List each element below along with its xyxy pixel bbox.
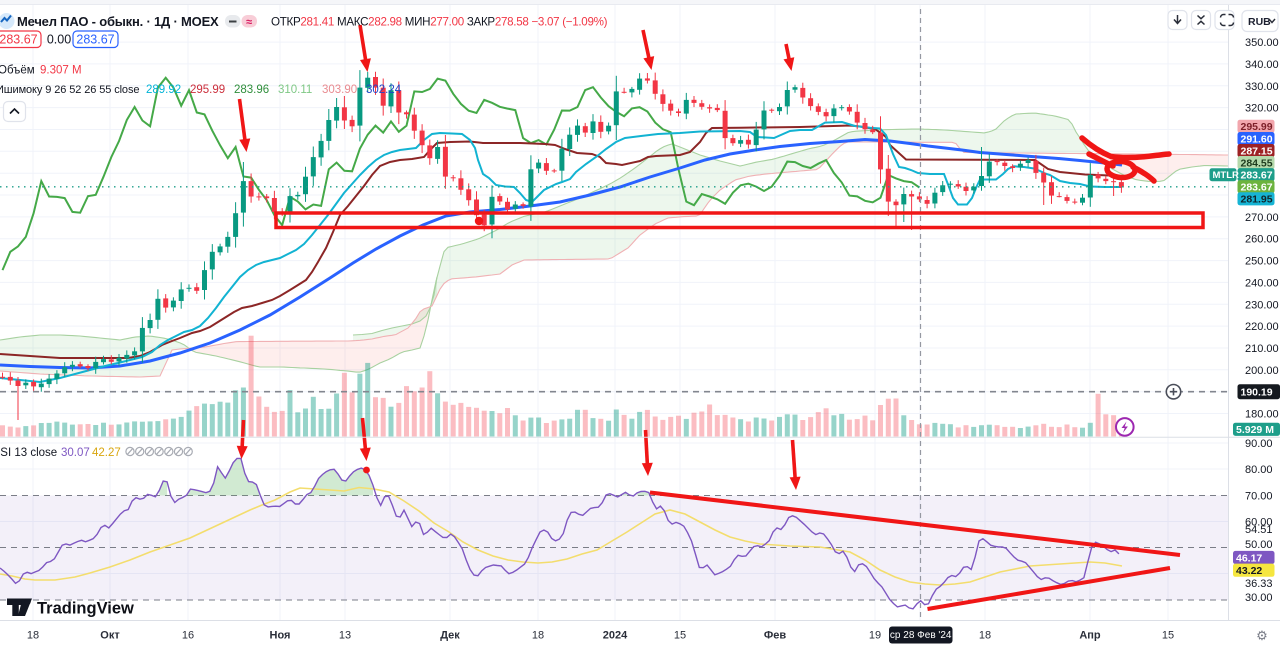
- svg-text:289.92: 289.92: [146, 84, 181, 96]
- svg-text:284.55: 284.55: [1241, 157, 1273, 169]
- svg-text:Объём: Объём: [0, 65, 35, 77]
- svg-text:Фев: Фев: [764, 630, 787, 642]
- svg-text:295.99: 295.99: [1241, 121, 1273, 133]
- svg-text:291.60: 291.60: [1241, 133, 1273, 145]
- svg-text:≈: ≈: [246, 17, 252, 29]
- svg-text:RSI 13 close: RSI 13 close: [0, 447, 57, 459]
- svg-text:2024: 2024: [603, 630, 628, 642]
- svg-text:18: 18: [979, 630, 991, 642]
- svg-text:320.00: 320.00: [1245, 103, 1279, 115]
- svg-text:200.00: 200.00: [1245, 365, 1279, 377]
- svg-text:16: 16: [182, 630, 194, 642]
- svg-text:283.67: 283.67: [1241, 182, 1273, 194]
- svg-text:42.27: 42.27: [92, 447, 121, 459]
- svg-text:50.00: 50.00: [1245, 539, 1273, 551]
- svg-text:15: 15: [1162, 630, 1174, 642]
- svg-text:46.17: 46.17: [1236, 552, 1262, 564]
- svg-text:281.95: 281.95: [1241, 194, 1273, 206]
- svg-text:Дек: Дек: [440, 630, 460, 642]
- svg-text:13: 13: [339, 630, 351, 642]
- svg-text:15: 15: [674, 630, 686, 642]
- svg-text:287.15: 287.15: [1241, 145, 1273, 157]
- svg-text:295.99: 295.99: [190, 84, 225, 96]
- svg-text:43.22: 43.22: [1236, 565, 1262, 577]
- svg-text:RUB: RUB: [1248, 16, 1271, 28]
- svg-text:TradingView: TradingView: [37, 600, 134, 618]
- svg-text:Апр: Апр: [1079, 630, 1101, 642]
- svg-text:19: 19: [869, 630, 881, 642]
- svg-text:250.00: 250.00: [1245, 256, 1279, 268]
- svg-text:0.00: 0.00: [47, 33, 71, 47]
- svg-text:302.24: 302.24: [366, 84, 402, 96]
- svg-text:Окт: Окт: [100, 630, 120, 642]
- svg-text:54.51: 54.51: [1245, 524, 1273, 536]
- svg-text:90.00: 90.00: [1245, 438, 1273, 450]
- svg-text:230.00: 230.00: [1245, 299, 1279, 311]
- svg-text:210.00: 210.00: [1245, 343, 1279, 355]
- svg-text:ср 28 Фев '24: ср 28 Фев '24: [890, 630, 952, 641]
- svg-text:240.00: 240.00: [1245, 277, 1279, 289]
- svg-text:283.67: 283.67: [76, 33, 114, 47]
- svg-text:Мечел ПАО - обыкн. · 1Д · MOEX: Мечел ПАО - обыкн. · 1Д · MOEX: [17, 14, 219, 29]
- svg-text:5.929 M: 5.929 M: [1236, 424, 1274, 436]
- svg-text:⚙: ⚙: [1256, 628, 1268, 643]
- svg-text:350.00: 350.00: [1245, 37, 1279, 49]
- svg-text:283.96: 283.96: [234, 84, 269, 96]
- svg-text:Ноя: Ноя: [270, 630, 291, 642]
- svg-text:220.00: 220.00: [1245, 321, 1279, 333]
- svg-text:9.307 M: 9.307 M: [40, 65, 82, 77]
- svg-text:30.00: 30.00: [1245, 592, 1273, 604]
- svg-text:18: 18: [532, 630, 544, 642]
- svg-text:ОТКР281.41 МАКС282.98 МИН277.0: ОТКР281.41 МАКС282.98 МИН277.00 ЗАКР278.…: [271, 16, 608, 29]
- svg-text:30.07: 30.07: [61, 447, 90, 459]
- svg-text:MTLR: MTLR: [1213, 170, 1240, 181]
- svg-text:270.00: 270.00: [1245, 212, 1279, 224]
- svg-text:80.00: 80.00: [1245, 464, 1273, 476]
- svg-text:340.00: 340.00: [1245, 59, 1279, 71]
- svg-text:260.00: 260.00: [1245, 234, 1279, 246]
- svg-text:330.00: 330.00: [1245, 81, 1279, 93]
- svg-text:18: 18: [27, 630, 39, 642]
- svg-text:283.67: 283.67: [0, 33, 38, 47]
- svg-text:180.00: 180.00: [1245, 409, 1279, 421]
- svg-text:Ишимоку 9 26 52 26 55 close: Ишимоку 9 26 52 26 55 close: [0, 84, 139, 96]
- svg-text:190.19: 190.19: [1241, 387, 1273, 399]
- svg-text:36.33: 36.33: [1245, 578, 1273, 590]
- svg-text:303.90: 303.90: [322, 84, 357, 96]
- svg-text:283.67: 283.67: [1241, 170, 1273, 182]
- svg-text:70.00: 70.00: [1245, 491, 1273, 503]
- svg-text:310.11: 310.11: [278, 84, 312, 96]
